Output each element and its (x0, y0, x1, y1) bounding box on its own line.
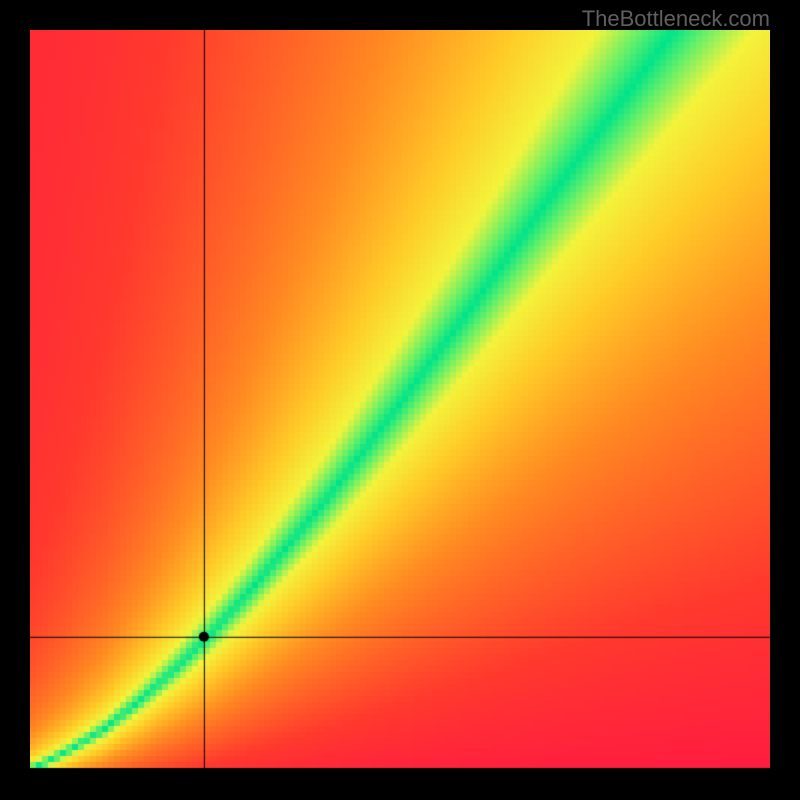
bottleneck-heatmap (30, 30, 770, 770)
watermark-text: TheBottleneck.com (582, 6, 770, 32)
